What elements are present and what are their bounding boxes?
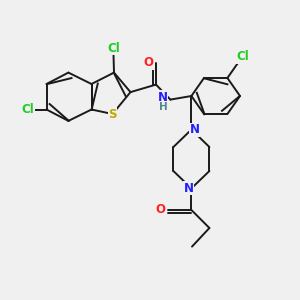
Text: N: N [183, 182, 194, 195]
Text: S: S [108, 107, 117, 121]
Text: N: N [189, 123, 200, 136]
Text: O: O [143, 56, 154, 70]
Text: N: N [158, 91, 168, 104]
Text: Cl: Cl [107, 41, 120, 55]
Text: Cl: Cl [21, 103, 34, 116]
Text: Cl: Cl [237, 50, 249, 64]
Text: H: H [158, 102, 167, 112]
Text: O: O [155, 203, 166, 216]
